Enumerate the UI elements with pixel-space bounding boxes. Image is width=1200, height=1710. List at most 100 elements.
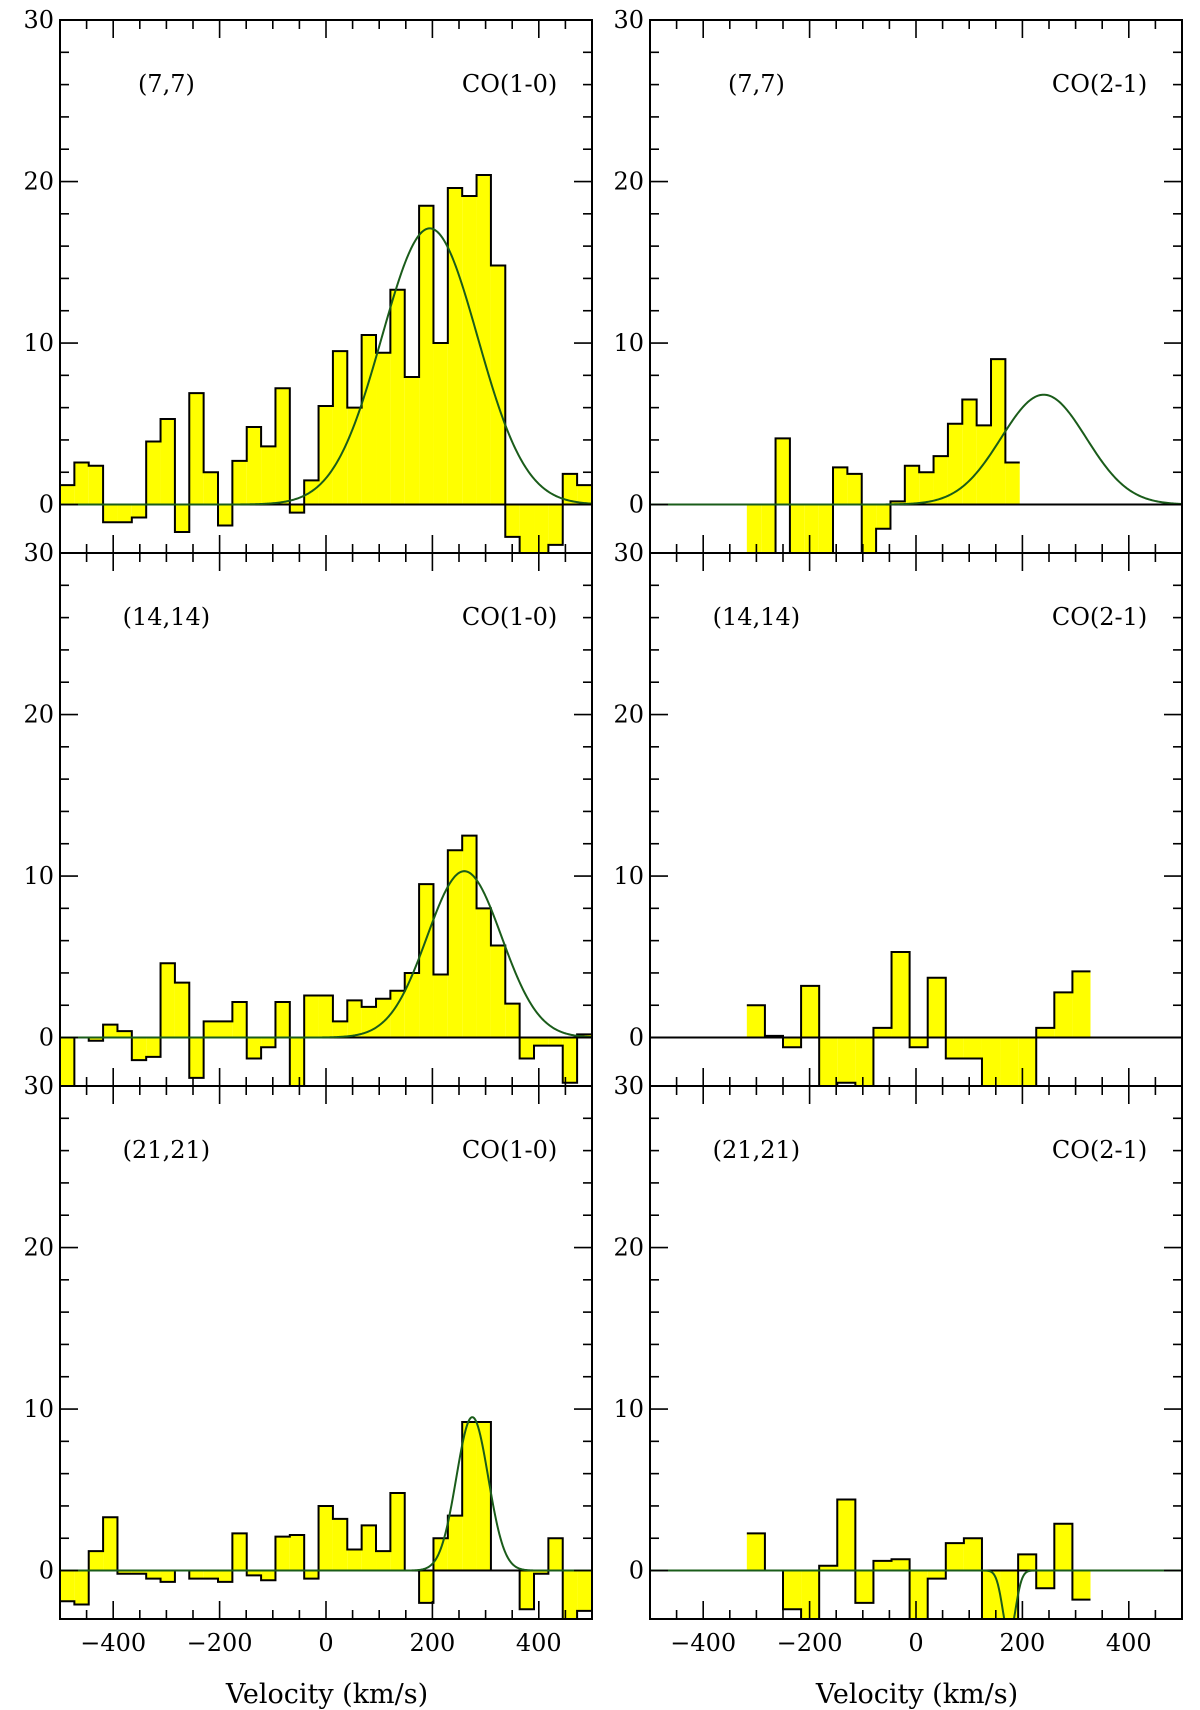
plot-area [650, 358, 1182, 553]
x-tick-label: −200 [187, 1629, 253, 1657]
panel-14-14-co21: 0 10 20 30 (14,14) CO(2-1) [613, 539, 1183, 1087]
x-tick-label: 400 [516, 1629, 562, 1657]
histogram-outline [746, 1498, 1091, 1619]
x-tick-label: −400 [80, 1629, 146, 1657]
histogram-bar [376, 352, 391, 505]
histogram-bar [904, 465, 920, 505]
histogram-bar [433, 1538, 448, 1571]
histogram-bar [289, 1535, 305, 1571]
histogram-bar [462, 835, 477, 1038]
histogram-bar [746, 1005, 765, 1038]
histogram-bar [160, 963, 175, 1038]
histogram-bar [318, 406, 333, 505]
histogram-bar [1000, 1037, 1019, 1086]
y-tick-label: 0 [629, 1024, 644, 1052]
histogram-outline [60, 834, 592, 1086]
histogram-bar [534, 1037, 549, 1046]
histogram-bar [876, 504, 891, 529]
y-tick-label: 10 [613, 1395, 644, 1423]
histogram-bar [390, 1493, 405, 1571]
panel-14-14-co10: 0 10 20 30 (14,14) CO(1-0) [23, 539, 593, 1087]
histogram-bar [1072, 1570, 1091, 1600]
panel-position-label: (14,14) [713, 603, 800, 631]
y-tick-label: 20 [613, 1234, 644, 1262]
histogram-bar [890, 501, 905, 505]
histogram-bar [945, 1543, 964, 1571]
histogram-bar [103, 1024, 118, 1038]
histogram-bar [218, 504, 233, 526]
histogram-bar [919, 472, 934, 505]
histogram-bar [933, 456, 948, 505]
y-tick-label: 20 [23, 168, 54, 196]
histogram-bar [419, 205, 434, 505]
histogram-bar [433, 974, 448, 1038]
panel-frame [649, 552, 1183, 1087]
histogram-bar [88, 1037, 104, 1041]
histogram-bar [174, 504, 190, 533]
panel-line-label: CO(2-1) [1052, 603, 1147, 631]
histogram-bar [1072, 971, 1091, 1038]
histogram-bar [74, 462, 89, 505]
histogram-bar [783, 1037, 802, 1048]
histogram-bar [534, 1570, 549, 1574]
panel-21-21-co21: 0 10 20 30 −400 −200 0 200 400 (21,21) CO(2-1) [613, 1072, 1183, 1657]
x-tick-label: 0 [318, 1629, 333, 1657]
histogram-bar [927, 977, 946, 1038]
histogram-bar [332, 1518, 348, 1571]
histogram-bar [131, 504, 147, 518]
histogram-bar [819, 1037, 838, 1086]
histogram-bar [332, 351, 348, 505]
histogram-bar [462, 196, 477, 505]
histogram-bar [1018, 1554, 1037, 1571]
histogram-bar [203, 472, 219, 505]
histogram-bar [447, 187, 463, 505]
y-tick-label: 20 [23, 701, 54, 729]
y-tick-label: 20 [613, 701, 644, 729]
histogram-bar [103, 504, 118, 523]
y-tick-label: 30 [613, 6, 644, 34]
histogram-bar [761, 504, 776, 553]
plot-area [60, 834, 592, 1086]
histogram-bar [837, 1499, 856, 1571]
histogram-bar [1054, 992, 1073, 1038]
histogram-outline [746, 950, 1091, 1086]
histogram-bar [447, 850, 463, 1038]
histogram-bar [318, 995, 333, 1038]
histogram-bar [1036, 1570, 1055, 1589]
histogram-bar [232, 460, 247, 505]
histogram-bar [962, 399, 977, 505]
histogram-bar [361, 334, 377, 505]
histogram-bar [981, 1037, 1001, 1086]
x-tick-label: 0 [908, 1629, 923, 1657]
histogram-bar [789, 504, 805, 553]
histogram-bar [160, 1570, 175, 1582]
histogram-bar [261, 446, 276, 505]
histogram-bar [218, 1570, 233, 1582]
y-tick-label: 20 [613, 168, 644, 196]
histogram-bar [218, 1021, 233, 1038]
histogram-bar [404, 972, 420, 1038]
histogram-bar [390, 289, 405, 505]
y-tick-label: 0 [629, 491, 644, 519]
histogram-bar [60, 1037, 75, 1086]
histogram-bar [189, 393, 204, 505]
histogram-bar [304, 995, 319, 1038]
y-tick-label: 30 [23, 539, 54, 567]
histogram-bar [476, 175, 491, 505]
histogram-bar [818, 504, 834, 553]
histogram-bar [289, 504, 305, 513]
histogram-bar [476, 908, 491, 1038]
histogram-bar [1000, 1570, 1019, 1619]
histogram-bar [801, 1570, 820, 1619]
histogram-bar [775, 438, 790, 505]
histogram-bar [232, 1533, 247, 1571]
histogram-bar [562, 1037, 578, 1083]
x-tick-label: 200 [409, 1629, 455, 1657]
histogram-bar [117, 1570, 132, 1574]
panel-line-label: CO(2-1) [1052, 70, 1147, 98]
histogram-bar [117, 1031, 132, 1038]
y-tick-label: 30 [613, 539, 644, 567]
panel-7-7-co21: 0 10 20 30 (7,7) CO(2-1) [613, 6, 1183, 554]
histogram-bar [873, 1560, 892, 1571]
histogram-bar [289, 1037, 305, 1086]
